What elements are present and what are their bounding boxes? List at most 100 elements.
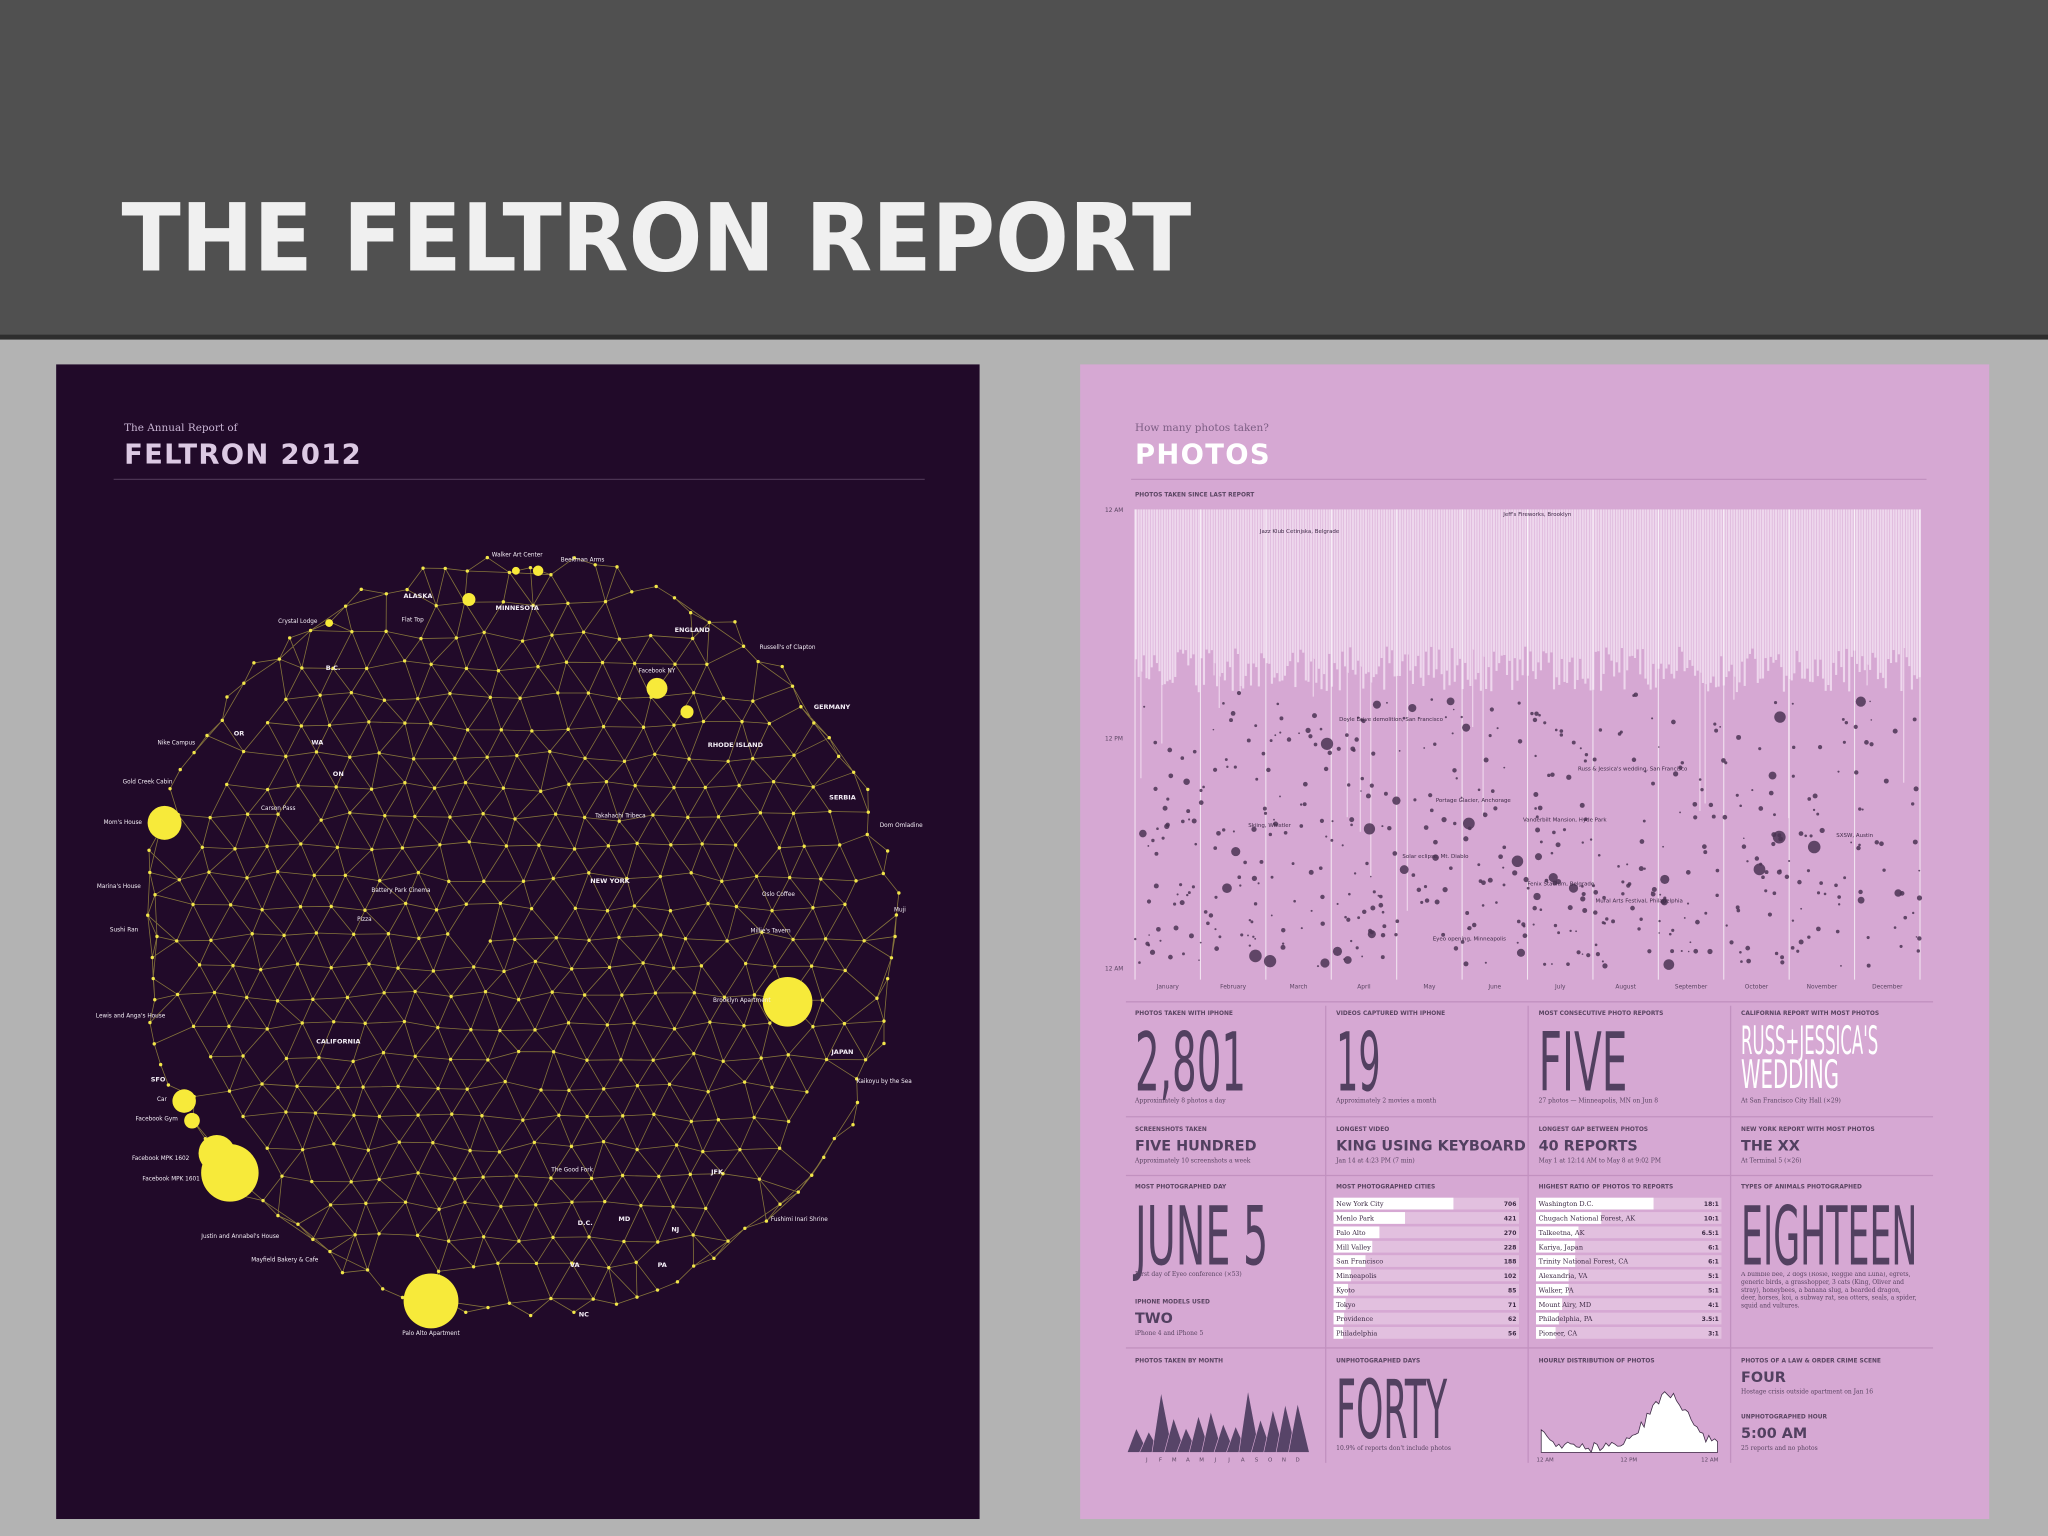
photo-dot xyxy=(1658,932,1660,934)
photo-dot xyxy=(1644,770,1647,773)
list-value: 5:1 xyxy=(1708,1287,1719,1294)
photo-stripe xyxy=(1289,509,1292,662)
mini-tick: J xyxy=(1227,1458,1230,1464)
photo-stripe xyxy=(1618,509,1621,673)
highlight-dot xyxy=(184,1112,200,1129)
photo-stripe xyxy=(1808,509,1812,682)
photo-dot xyxy=(1143,705,1146,708)
photo-stripe xyxy=(1701,509,1704,683)
photo-dot xyxy=(1214,928,1217,931)
photo-dot xyxy=(1441,816,1447,823)
photo-dot xyxy=(1912,839,1918,845)
place-label: Gold Creek Cabin xyxy=(123,780,173,786)
photo-stripe xyxy=(1892,509,1895,651)
photo-dot xyxy=(1725,924,1728,927)
photo-dot xyxy=(1268,832,1273,837)
photo-dot xyxy=(1188,933,1194,939)
photo-stripe xyxy=(1242,509,1245,689)
photo-dot xyxy=(1394,932,1398,937)
photo-dot xyxy=(1804,834,1808,838)
photo-dot xyxy=(1771,832,1777,838)
photo-dot xyxy=(1657,746,1660,748)
photo-stripe xyxy=(1304,509,1307,681)
photo-stripe xyxy=(1398,509,1401,677)
photo-dot xyxy=(1707,948,1713,955)
stat-label: UNPHOTOGRAPHED HOUR xyxy=(1741,1414,1827,1420)
photo-dot xyxy=(1237,875,1242,880)
photo-stripe xyxy=(1137,509,1140,677)
list-value: 6:1 xyxy=(1708,1259,1719,1266)
photo-dot xyxy=(1302,802,1307,807)
photo-dot xyxy=(1550,851,1554,855)
photo-stripe xyxy=(1317,509,1320,669)
photo-stripe xyxy=(1255,509,1258,668)
photo-stripe xyxy=(1370,682,1372,877)
place-label: ALASKA xyxy=(403,592,433,600)
photo-dot xyxy=(1350,823,1353,827)
highlight-dot xyxy=(147,805,182,840)
photo-stripe xyxy=(1257,509,1260,687)
photo-dot xyxy=(1870,719,1873,721)
photo-stripe xyxy=(1477,509,1480,673)
photo-stripe xyxy=(1359,509,1362,667)
photo-stripe xyxy=(1827,509,1830,686)
photo-stripe xyxy=(1850,509,1853,657)
photo-dot xyxy=(1715,893,1719,898)
photo-dot xyxy=(1162,805,1168,811)
photo-stripe xyxy=(1466,509,1469,680)
photo-dot xyxy=(1138,961,1141,964)
photo-dot xyxy=(1807,840,1821,854)
chart-annotation: Vanderbilt Mansion, Hyde Park xyxy=(1523,818,1607,824)
photo-dot xyxy=(1892,728,1898,734)
photo-dot xyxy=(1325,835,1328,838)
photo-dot xyxy=(1660,899,1666,905)
stat-value: 19 xyxy=(1336,1017,1380,1111)
stat-label: SCREENSHOTS TAKEN xyxy=(1135,1127,1207,1133)
photo-dot xyxy=(1483,757,1489,763)
photo-stripe xyxy=(1793,509,1796,674)
place-label: Facebook NY xyxy=(639,669,676,675)
photo-stripe xyxy=(1310,509,1313,662)
photo-stripe xyxy=(1357,509,1360,661)
photo-dot xyxy=(1910,802,1915,806)
network-lines xyxy=(147,557,900,1316)
place-label: RHODE ISLAND xyxy=(708,741,764,749)
photo-dot xyxy=(1460,940,1465,944)
photo-stripe xyxy=(1678,509,1681,647)
photo-dot xyxy=(1212,767,1218,772)
photo-stripe xyxy=(1644,509,1647,679)
month-label: September xyxy=(1675,985,1708,991)
photo-dot xyxy=(1434,899,1440,905)
photo-dot xyxy=(1318,866,1323,871)
list-bar xyxy=(1536,1312,1559,1325)
photo-dot xyxy=(1305,727,1311,733)
photo-dot xyxy=(1453,946,1459,951)
month-label: April xyxy=(1357,985,1371,991)
photo-stripe xyxy=(1571,509,1574,658)
photo-stripe xyxy=(1189,509,1192,659)
photo-dot xyxy=(1583,817,1588,822)
photo-dot xyxy=(1455,777,1458,780)
photo-dot xyxy=(1627,882,1632,886)
photo-stripe xyxy=(1626,509,1629,671)
photo-stripe xyxy=(1346,509,1349,673)
photo-stripe xyxy=(1179,509,1182,650)
photo-dot xyxy=(1402,716,1406,720)
stat-note: Approximately 8 photos a day xyxy=(1134,1097,1226,1104)
photo-stripe xyxy=(1145,509,1148,679)
photo-dot xyxy=(1651,891,1653,893)
photo-dot xyxy=(1714,728,1719,733)
photo-dot xyxy=(1550,772,1555,777)
photo-stripe xyxy=(1842,509,1846,683)
photo-dot xyxy=(1222,883,1232,893)
photo-dot xyxy=(1879,841,1884,847)
photo-dot xyxy=(1198,800,1204,805)
photo-stripe xyxy=(1602,509,1605,674)
chart-annotation: Solar eclipse, Mt. Diablo xyxy=(1402,854,1469,860)
stat-label: CALIFORNIA REPORT WITH MOST PHOTOS xyxy=(1741,1011,1879,1017)
photo-stripe xyxy=(1709,509,1712,683)
photo-dot xyxy=(1603,921,1607,925)
photo-stripe xyxy=(1623,509,1626,690)
place-label: JFK xyxy=(710,1168,724,1176)
